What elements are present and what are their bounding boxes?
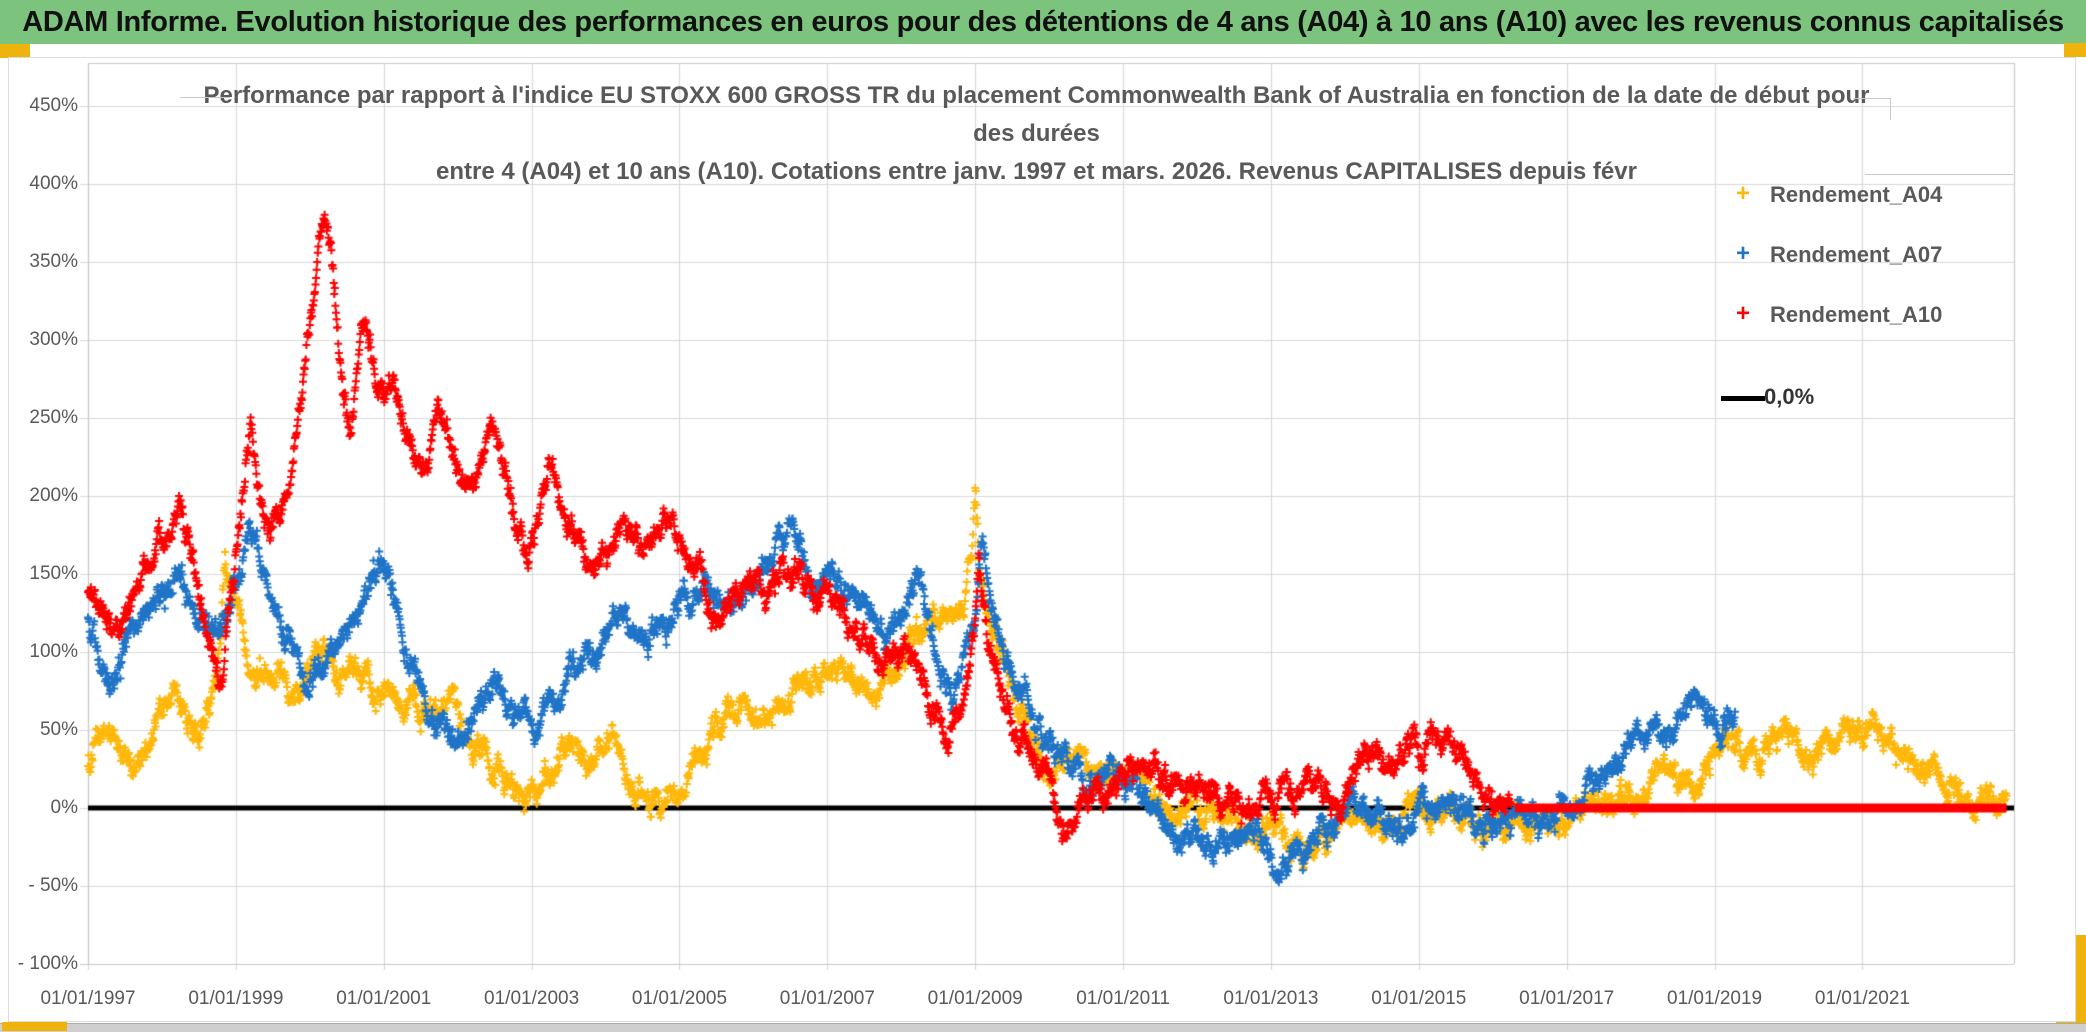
title-box-right-dash — [1853, 98, 1891, 99]
x-tick-label: 01/01/2019 — [1667, 988, 1763, 1009]
x-tick-label: 01/01/2003 — [484, 988, 580, 1009]
legend-label: Rendement_A10 — [1770, 302, 1943, 327]
y-tick-label: 250% — [29, 407, 78, 428]
y-tick-label: 350% — [29, 251, 78, 272]
plus-marker-icon: + — [1735, 240, 1750, 267]
y-tick-label: 0% — [50, 797, 78, 818]
title-box-bottom-edge — [1865, 174, 2013, 175]
x-tick-label: 01/01/2013 — [1223, 988, 1319, 1009]
y-tick-label: 100% — [29, 641, 78, 662]
x-tick-label: 01/01/2011 — [1076, 988, 1170, 1009]
x-tick-label: 01/01/2015 — [1371, 988, 1467, 1009]
chart-title-line-2: des durées — [973, 120, 1100, 147]
x-tick-label: 01/01/2001 — [336, 988, 432, 1009]
x-tick-label: 01/01/2017 — [1519, 988, 1615, 1009]
x-tick-label: 01/01/2005 — [631, 988, 728, 1009]
y-tick-label: 200% — [29, 485, 78, 506]
x-tick-label: 01/01/1999 — [188, 988, 284, 1009]
title-box-right-edge — [1890, 98, 1891, 120]
x-tick-label: 01/01/2009 — [927, 988, 1023, 1009]
chart-title-line-3: entre 4 (A04) et 10 ans (A10). Cotations… — [436, 158, 1637, 185]
y-tick-label: 450% — [29, 95, 78, 116]
zero-line-swatch-icon — [1720, 388, 1766, 406]
y-tick-label: 300% — [29, 329, 78, 350]
legend-item-rendement-a04[interactable]: + Rendement_A04 — [1720, 178, 2070, 212]
x-tick-label: 01/01/1997 — [40, 988, 136, 1009]
x-tick-label: 01/01/2007 — [779, 988, 875, 1009]
legend-item-rendement-a07[interactable]: + Rendement_A07 — [1720, 238, 2070, 272]
legend-label: 0,0% — [1764, 384, 1815, 409]
legend-item-rendement-a10[interactable]: + Rendement_A10 — [1720, 298, 2070, 332]
title-box-left-dash — [180, 97, 230, 98]
plus-marker-icon: + — [1735, 300, 1750, 327]
gold-accent-bottom-left — [2, 1022, 67, 1031]
legend-label: Rendement_A07 — [1770, 242, 1943, 267]
y-tick-label: 150% — [29, 563, 78, 584]
bottom-strip — [0, 1023, 2086, 1032]
plus-marker-icon: + — [1735, 180, 1750, 207]
y-tick-label: - 100% — [17, 953, 78, 974]
y-tick-label: - 50% — [28, 875, 78, 896]
legend-item-0-0-[interactable]: 0,0% — [1720, 380, 2070, 414]
y-tick-label: 50% — [39, 719, 78, 740]
x-tick-label: 01/01/2021 — [1814, 988, 1910, 1009]
legend-label: Rendement_A04 — [1770, 182, 1943, 207]
y-tick-label: 400% — [29, 173, 78, 194]
chart-title-line-1: Performance par rapport à l'indice EU ST… — [203, 82, 1870, 109]
